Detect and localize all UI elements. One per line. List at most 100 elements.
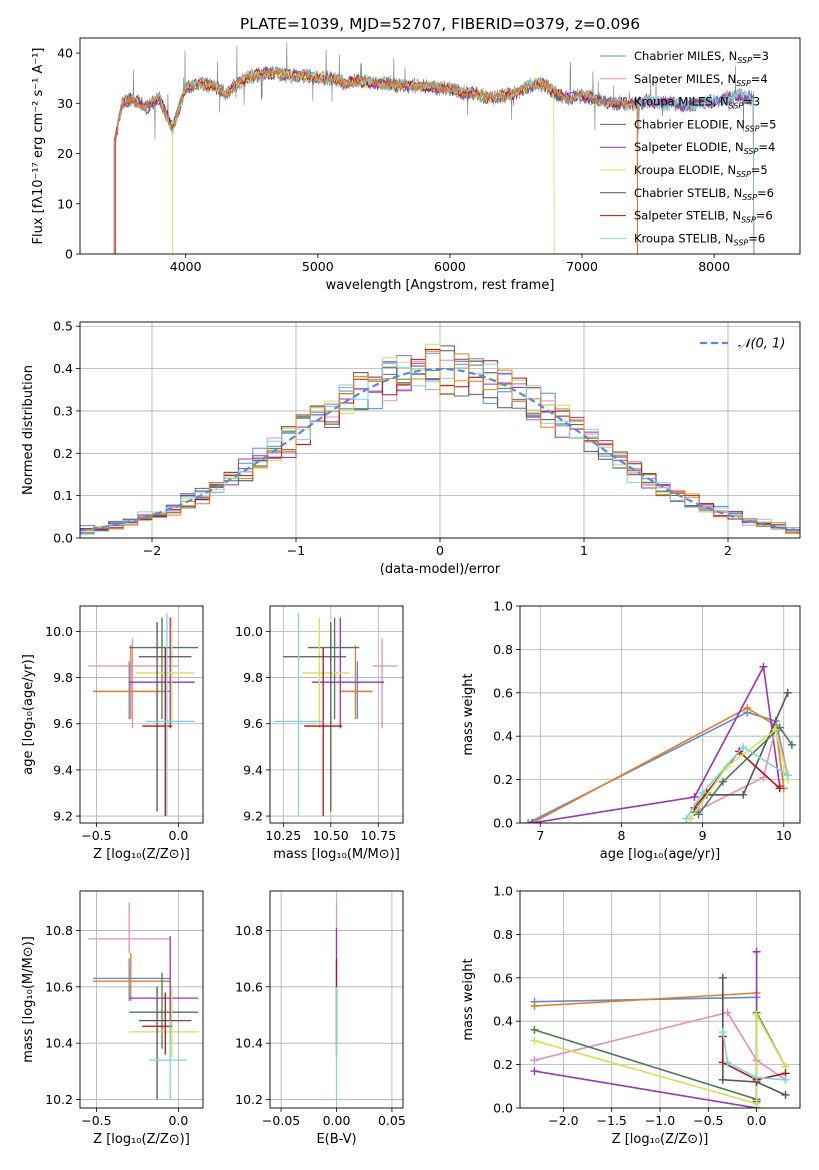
y-tick-label: 1.0 — [493, 599, 513, 614]
weight-marker — [723, 1058, 732, 1067]
weight-marker — [524, 819, 533, 823]
axes-frame — [269, 605, 404, 824]
weight-marker — [739, 790, 748, 799]
axes-frame — [79, 605, 204, 824]
weight-marker — [787, 740, 796, 749]
x-axis-label: Z [log₁₀(Z/Z⊙)] — [612, 1132, 709, 1147]
errorbar-point — [372, 638, 398, 729]
figure-title: PLATE=1039, MJD=52707, FIBERID=0379, z=0… — [240, 15, 640, 33]
y-tick-label: 0.2 — [493, 1057, 513, 1072]
y-tick-label: 10.8 — [235, 923, 263, 938]
y-tick-label: 10.6 — [45, 979, 73, 994]
y-tick-label: 30 — [57, 96, 73, 111]
x-axis-label: mass [log₁₀(M/M⊙)] — [273, 847, 400, 862]
y-tick-label: 10.4 — [235, 1036, 263, 1051]
y-tick-label: 0.5 — [53, 319, 73, 334]
y-tick-label: 10.2 — [235, 1092, 263, 1107]
weight-marker — [722, 762, 731, 771]
weight-marker — [752, 1073, 761, 1082]
weight-marker — [723, 1008, 732, 1017]
grid-lines — [80, 891, 203, 1108]
errorbar-point — [142, 992, 172, 1055]
y-tick-label: 0.4 — [493, 729, 513, 744]
axes: −0.05 0.00 0.05 10.2 10.4 10.6 10.8 E(B-V) — [235, 890, 406, 1147]
x-tick-label: 8000 — [698, 259, 730, 274]
y-tick-label: 9.8 — [53, 670, 73, 685]
errorbar-point — [88, 902, 171, 953]
x-tick-label: −0.5 — [693, 1113, 723, 1128]
axes: 4000 5000 6000 7000 8000 0 10 20 30 40 wavelength … — [31, 37, 801, 293]
y-tick-label: 9.2 — [53, 809, 73, 824]
weight-marker — [781, 1090, 790, 1099]
x-tick-label: −0.05 — [262, 1113, 300, 1128]
x-axis-label: Z [log₁₀(Z/Z⊙)] — [93, 847, 190, 862]
y-tick-label: 20 — [57, 146, 73, 161]
y-tick-label: 0.4 — [53, 361, 73, 376]
plot-area — [88, 612, 199, 817]
x-tick-label: 6000 — [434, 259, 466, 274]
x-tick-label: 4000 — [170, 259, 202, 274]
plot-area — [524, 662, 796, 823]
weight-series — [718, 1028, 790, 1084]
y-tick-label: 9.8 — [243, 670, 263, 685]
errorbar-point — [304, 647, 343, 817]
y-tick-label: 40 — [57, 46, 73, 61]
x-tick-label: 0.0 — [168, 828, 188, 843]
axes-frame — [519, 605, 801, 824]
y-tick-label: 0.2 — [53, 446, 73, 461]
weight-marker — [781, 1075, 790, 1084]
x-tick-label: −1.0 — [645, 1113, 675, 1128]
weight-marker — [690, 792, 699, 801]
grid-lines — [80, 606, 203, 823]
plot-area — [530, 947, 790, 1108]
panel-mass_vs_ebv: −0.05 0.00 0.05 10.2 10.4 10.6 10.8 E(B-V) — [235, 890, 406, 1147]
panel-age_vs_Z: −0.5 0.0 9.2 9.4 9.6 9.8 10.0 Z [log₁₀(Z/Z⊙)] ag… — [21, 605, 204, 862]
weight-series — [686, 725, 792, 823]
plot-area — [88, 902, 199, 1100]
errorbar-point — [145, 612, 195, 817]
weight-marker — [783, 688, 792, 697]
weight-marker — [530, 1056, 539, 1065]
panel-spectrum: 4000 5000 6000 7000 8000 0 10 20 30 40 wavelength … — [31, 37, 801, 293]
x-tick-label: 10.50 — [313, 828, 349, 843]
y-axis-label: mass weight — [461, 958, 476, 1040]
legend-label: Salpeter ELODIE, NSSP=4 — [634, 140, 775, 156]
x-tick-label: 0.00 — [323, 1113, 351, 1128]
weight-marker — [752, 1099, 761, 1108]
y-axis-label: mass [log₁₀(M/M⊙)] — [21, 936, 36, 1063]
y-tick-label: 0 — [65, 247, 73, 262]
y-tick-label: 0.3 — [53, 403, 73, 418]
weight-marker — [682, 814, 691, 823]
weight-marker — [783, 771, 792, 780]
weight-line — [689, 728, 789, 820]
x-tick-label: 10.75 — [360, 828, 396, 843]
y-tick-label: 0.0 — [53, 531, 73, 546]
errorbar-point — [148, 1020, 187, 1100]
y-tick-label: 10.0 — [235, 624, 263, 639]
weight-marker — [718, 1028, 727, 1037]
histogram-series — [80, 350, 800, 534]
axes-frame — [79, 37, 801, 255]
y-axis-label: Flux [fλ10⁻¹⁷ erg cm⁻² s⁻¹ A⁻¹] — [31, 48, 46, 245]
panel-residuals: −2 −1 0 1 2 0.0 0.1 0.2 0.3 0.4 0.5 (data-model)/er… — [21, 319, 801, 577]
x-tick-label: −1 — [287, 543, 305, 558]
y-tick-label: 0.6 — [493, 970, 513, 985]
weight-marker — [743, 703, 752, 712]
weight-line — [534, 992, 757, 1007]
y-axis-label: mass weight — [461, 673, 476, 755]
legend-label: Chabrier STELIB, NSSP=6 — [634, 186, 774, 202]
y-tick-label: 0.1 — [53, 488, 73, 503]
weight-marker — [694, 810, 703, 819]
weight-marker — [752, 1010, 761, 1019]
x-tick-label: 1 — [580, 543, 588, 558]
weight-marker — [752, 947, 761, 956]
y-tick-label: 0.8 — [493, 642, 513, 657]
spectrum-legend: Chabrier MILES, NSSP=3 Salpeter MILES, NS… — [600, 49, 776, 247]
weight-series — [682, 743, 792, 823]
weight-marker — [739, 743, 748, 752]
x-tick-label: 9 — [699, 828, 707, 843]
y-tick-label: 0.4 — [493, 1014, 513, 1029]
weight-line — [531, 707, 785, 823]
errorbar-point — [308, 617, 360, 720]
